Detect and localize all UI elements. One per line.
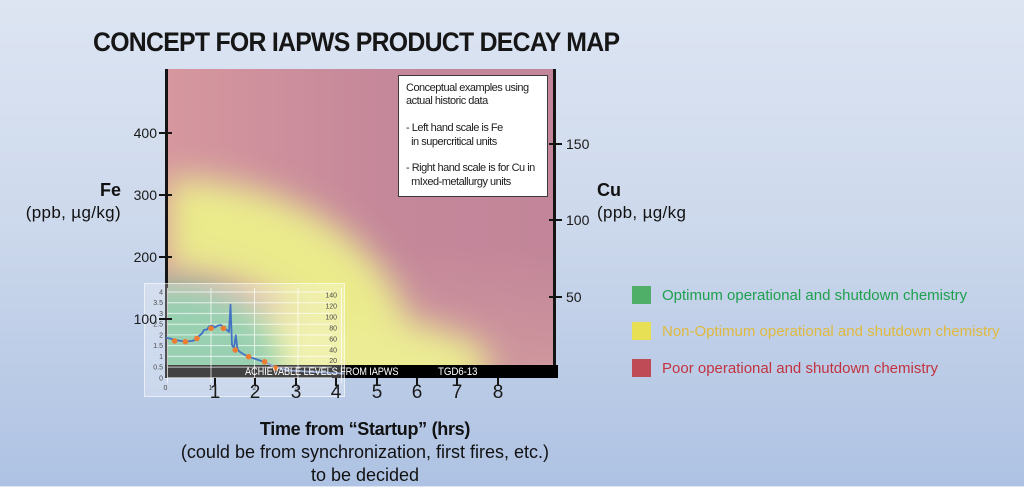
svg-text:2.5: 2.5 <box>153 322 163 329</box>
svg-text:140: 140 <box>325 292 337 299</box>
svg-text:0: 0 <box>164 385 168 392</box>
svg-text:80: 80 <box>329 325 337 332</box>
svg-text:1: 1 <box>159 354 163 361</box>
svg-text:2: 2 <box>159 332 163 339</box>
svg-text:2: 2 <box>252 385 256 392</box>
svg-text:60: 60 <box>329 336 337 343</box>
svg-text:40: 40 <box>329 347 337 354</box>
svg-text:1.5: 1.5 <box>153 343 163 350</box>
svg-text:0: 0 <box>159 375 163 382</box>
svg-text:20: 20 <box>329 358 337 365</box>
svg-text:100: 100 <box>325 314 337 321</box>
svg-text:3: 3 <box>159 311 163 318</box>
svg-text:0.5: 0.5 <box>153 365 163 372</box>
svg-text:3.5: 3.5 <box>153 300 163 307</box>
svg-text:4: 4 <box>159 290 163 297</box>
svg-text:3: 3 <box>295 385 299 392</box>
svg-text:120: 120 <box>325 303 337 310</box>
svg-text:4: 4 <box>335 385 339 392</box>
svg-text:1: 1 <box>209 385 213 392</box>
